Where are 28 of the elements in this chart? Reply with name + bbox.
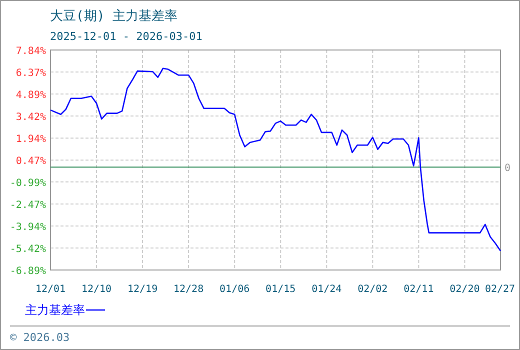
x-tick-label: 01/06: [220, 284, 250, 295]
chart-title: 大豆(期) 主力基差率: [50, 8, 178, 24]
y-tick-label: 6.37%: [16, 68, 46, 79]
x-tick-label: 01/15: [266, 284, 296, 295]
y-tick-label: 1.94%: [16, 134, 46, 146]
y-tick-label: -6.89%: [10, 266, 46, 277]
y-tick-label: -3.94%: [10, 222, 46, 233]
x-tick-label: 02/11: [404, 284, 434, 295]
ref-line-label: 0: [504, 163, 511, 174]
x-tick-label: 12/19: [127, 284, 158, 295]
x-tick-label: 02/20: [450, 284, 480, 295]
y-tick-label: 3.42%: [16, 112, 46, 124]
y-tick-label: 4.89%: [16, 90, 46, 102]
legend-label: 主力基差率: [25, 303, 85, 317]
y-tick-label: -5.42%: [10, 244, 46, 256]
y-tick-label: 7.84%: [16, 46, 46, 57]
y-tick-label: -2.47%: [10, 200, 46, 211]
x-tick-label: 02/02: [358, 284, 388, 295]
y-tick-label: -0.99%: [10, 178, 46, 189]
line-series: [50, 68, 502, 252]
x-tick-label: 12/01: [35, 284, 66, 295]
x-tick-label: 02/27: [484, 284, 516, 295]
text: © 2026.03: [10, 331, 70, 344]
chart-subtitle: 2025-12-01 - 2026-03-01: [50, 30, 202, 43]
x-tick-label: 12/10: [81, 284, 112, 295]
x-tick-label: 12/28: [174, 284, 204, 295]
y-tick-label: 0.47%: [16, 156, 46, 168]
x-tick-label: 01/24: [312, 284, 342, 295]
